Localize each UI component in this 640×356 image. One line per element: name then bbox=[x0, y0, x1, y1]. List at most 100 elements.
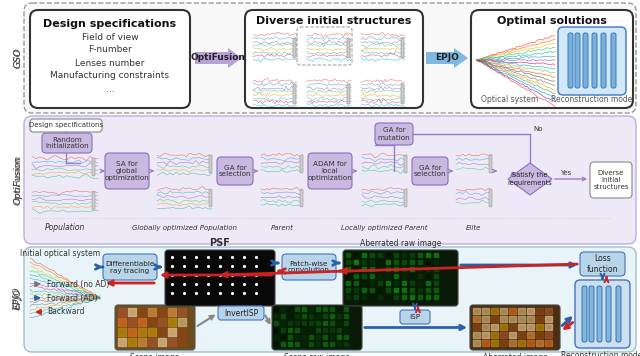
FancyBboxPatch shape bbox=[300, 189, 303, 207]
FancyBboxPatch shape bbox=[217, 157, 253, 185]
FancyBboxPatch shape bbox=[347, 84, 350, 104]
Polygon shape bbox=[508, 163, 552, 195]
FancyBboxPatch shape bbox=[293, 84, 296, 104]
Text: PSF: PSF bbox=[209, 238, 230, 248]
Text: ISP: ISP bbox=[410, 314, 420, 320]
FancyBboxPatch shape bbox=[282, 254, 336, 280]
FancyBboxPatch shape bbox=[616, 286, 621, 342]
FancyBboxPatch shape bbox=[30, 10, 190, 108]
FancyBboxPatch shape bbox=[103, 254, 157, 280]
FancyBboxPatch shape bbox=[209, 155, 212, 173]
Text: Forward (no AD): Forward (no AD) bbox=[47, 279, 109, 288]
FancyBboxPatch shape bbox=[568, 33, 573, 88]
FancyBboxPatch shape bbox=[401, 38, 404, 58]
FancyBboxPatch shape bbox=[606, 286, 611, 342]
FancyBboxPatch shape bbox=[209, 189, 212, 207]
Text: Elite: Elite bbox=[467, 225, 482, 231]
FancyBboxPatch shape bbox=[245, 10, 423, 108]
FancyBboxPatch shape bbox=[601, 33, 606, 88]
FancyBboxPatch shape bbox=[575, 280, 630, 348]
FancyBboxPatch shape bbox=[24, 3, 636, 113]
FancyBboxPatch shape bbox=[105, 153, 149, 189]
FancyBboxPatch shape bbox=[404, 189, 407, 207]
Text: OptiFusion: OptiFusion bbox=[13, 156, 22, 204]
Text: Loss
function: Loss function bbox=[587, 254, 618, 274]
Text: EPJO: EPJO bbox=[13, 289, 22, 309]
Text: Design specifications: Design specifications bbox=[44, 19, 177, 29]
FancyBboxPatch shape bbox=[293, 38, 296, 58]
FancyBboxPatch shape bbox=[347, 38, 350, 58]
Text: F-number: F-number bbox=[88, 46, 132, 54]
Text: GSO: GSO bbox=[13, 48, 22, 68]
Text: Satisfy the
requirements: Satisfy the requirements bbox=[508, 173, 552, 185]
Text: EPJO: EPJO bbox=[13, 287, 22, 311]
FancyBboxPatch shape bbox=[471, 10, 633, 108]
FancyBboxPatch shape bbox=[30, 119, 102, 132]
FancyBboxPatch shape bbox=[400, 310, 430, 324]
Text: Initial optical system: Initial optical system bbox=[20, 248, 100, 257]
Text: Field of view: Field of view bbox=[82, 32, 138, 42]
Text: GSO: GSO bbox=[13, 48, 22, 68]
FancyBboxPatch shape bbox=[308, 153, 352, 189]
Text: Scene raw image: Scene raw image bbox=[284, 354, 350, 356]
FancyBboxPatch shape bbox=[575, 33, 580, 88]
Text: GA for
selection: GA for selection bbox=[219, 164, 252, 178]
Text: Optical system: Optical system bbox=[481, 95, 539, 105]
Text: Reconstruction model: Reconstruction model bbox=[551, 95, 635, 105]
FancyBboxPatch shape bbox=[597, 286, 602, 342]
FancyBboxPatch shape bbox=[583, 33, 588, 88]
FancyBboxPatch shape bbox=[611, 33, 616, 88]
Text: Forward (AD): Forward (AD) bbox=[47, 293, 97, 303]
FancyBboxPatch shape bbox=[580, 252, 625, 276]
FancyBboxPatch shape bbox=[404, 155, 407, 173]
Text: Optimal solutions: Optimal solutions bbox=[497, 16, 607, 26]
FancyBboxPatch shape bbox=[24, 247, 636, 352]
FancyBboxPatch shape bbox=[375, 123, 413, 145]
Text: Random
initialization: Random initialization bbox=[45, 136, 89, 150]
FancyBboxPatch shape bbox=[401, 84, 404, 104]
FancyBboxPatch shape bbox=[343, 250, 458, 306]
FancyBboxPatch shape bbox=[92, 158, 95, 176]
Text: Patch-wise
convolution: Patch-wise convolution bbox=[288, 261, 330, 273]
FancyBboxPatch shape bbox=[470, 305, 560, 350]
Text: Lenses number: Lenses number bbox=[76, 58, 145, 68]
FancyBboxPatch shape bbox=[218, 306, 264, 320]
Text: Population: Population bbox=[45, 224, 85, 232]
Text: Locally optimized Parent: Locally optimized Parent bbox=[340, 225, 428, 231]
Text: Aberrated image: Aberrated image bbox=[483, 354, 547, 356]
Text: EPJO: EPJO bbox=[435, 53, 459, 63]
FancyBboxPatch shape bbox=[589, 286, 594, 342]
Text: Manufacturing constraints: Manufacturing constraints bbox=[51, 72, 170, 80]
FancyBboxPatch shape bbox=[558, 27, 626, 95]
Text: Parent: Parent bbox=[271, 225, 293, 231]
FancyBboxPatch shape bbox=[590, 162, 632, 198]
Text: Reconstruction model: Reconstruction model bbox=[561, 351, 640, 356]
Text: OptiFusion: OptiFusion bbox=[191, 53, 245, 63]
Text: ADAM for
local
optimization: ADAM for local optimization bbox=[308, 161, 353, 181]
Text: Diverse initial structures: Diverse initial structures bbox=[256, 16, 412, 26]
Text: SA for
global
optimization: SA for global optimization bbox=[104, 161, 149, 181]
Text: Globally optimized Population: Globally optimized Population bbox=[132, 225, 237, 231]
Text: Differentiable
ray tracing: Differentiable ray tracing bbox=[106, 261, 155, 273]
Text: GA for
selection: GA for selection bbox=[413, 164, 446, 178]
FancyBboxPatch shape bbox=[42, 133, 92, 153]
FancyBboxPatch shape bbox=[92, 192, 95, 210]
Text: Scene image: Scene image bbox=[131, 354, 180, 356]
FancyBboxPatch shape bbox=[272, 305, 362, 350]
Text: OptiFusion: OptiFusion bbox=[13, 155, 22, 205]
FancyBboxPatch shape bbox=[412, 157, 448, 185]
FancyBboxPatch shape bbox=[582, 286, 587, 342]
Text: Design specifications: Design specifications bbox=[29, 122, 103, 129]
Polygon shape bbox=[195, 48, 242, 68]
Text: InvertISP: InvertISP bbox=[224, 309, 258, 318]
FancyBboxPatch shape bbox=[489, 189, 492, 207]
Text: Diverse
initial
structures: Diverse initial structures bbox=[593, 170, 628, 190]
Text: Yes: Yes bbox=[560, 170, 572, 176]
FancyBboxPatch shape bbox=[115, 305, 195, 350]
Text: GA for
mutation: GA for mutation bbox=[378, 127, 410, 141]
FancyBboxPatch shape bbox=[24, 116, 636, 244]
Text: Aberrated raw image: Aberrated raw image bbox=[360, 239, 441, 247]
Text: Backward: Backward bbox=[47, 308, 84, 316]
Text: ...: ... bbox=[106, 84, 115, 94]
FancyBboxPatch shape bbox=[592, 33, 597, 88]
